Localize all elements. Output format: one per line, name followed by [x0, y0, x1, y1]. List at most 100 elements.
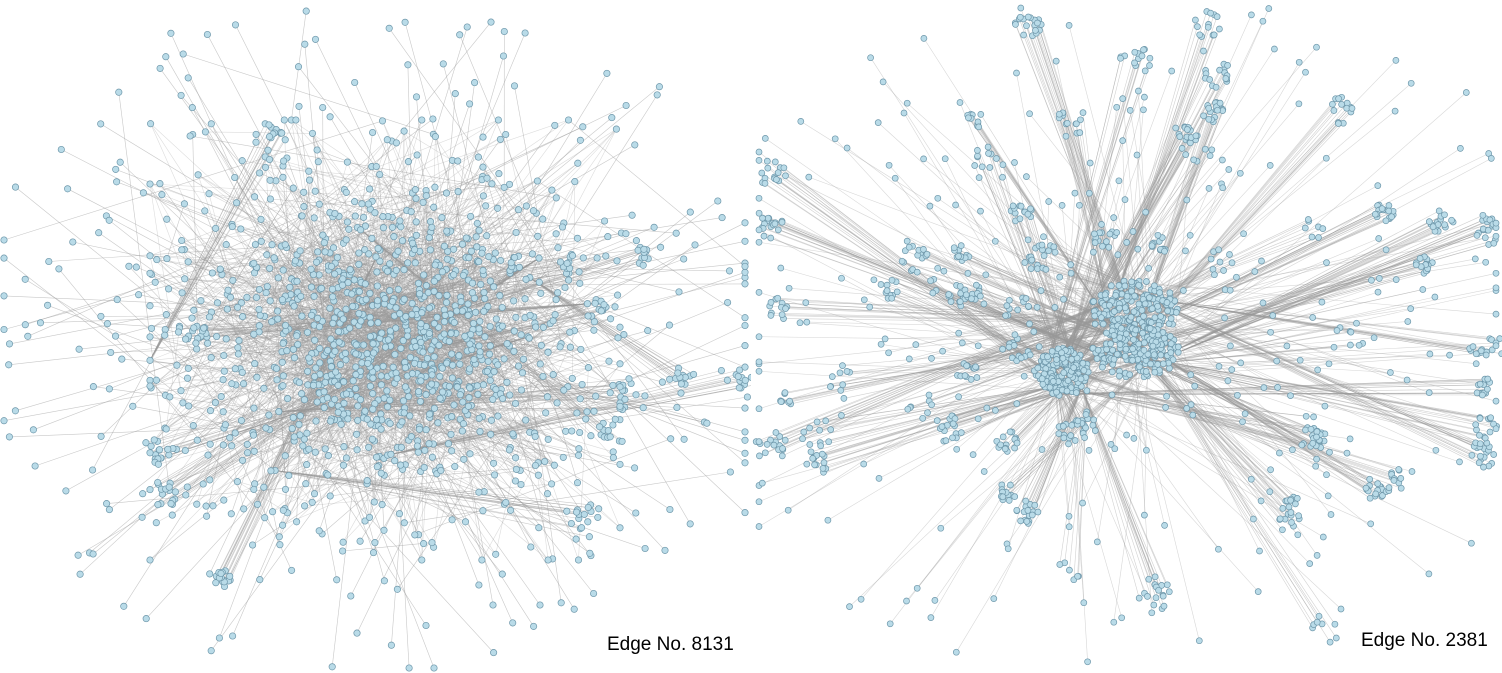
graph-node [278, 296, 286, 304]
graph-node [933, 417, 941, 424]
graph-node [674, 369, 682, 377]
graph-edge [1125, 122, 1344, 352]
graph-edge [1025, 377, 1086, 507]
graph-node [289, 184, 297, 192]
graph-edge [759, 293, 1129, 444]
graph-edge [1055, 75, 1228, 387]
graph-edge [231, 224, 316, 354]
network-graph-left-canvas [0, 7, 751, 672]
graph-node [231, 21, 240, 29]
graph-node [313, 258, 321, 266]
graph-edge [200, 300, 499, 417]
graph-edge [1070, 237, 1097, 351]
graph-edge [1151, 350, 1367, 490]
graph-edge [156, 119, 569, 260]
graph-edge [1047, 356, 1399, 470]
graph-node [532, 323, 540, 331]
graph-edge [170, 394, 427, 484]
graph-node [1034, 508, 1042, 516]
graph-node [1065, 440, 1072, 448]
graph-node [1481, 234, 1489, 242]
graph-edge [1076, 390, 1312, 430]
graph-edge [1076, 390, 1322, 434]
graph-edge [187, 377, 614, 458]
graph-edge [433, 418, 480, 445]
graph-node [409, 239, 417, 247]
graph-node [328, 663, 336, 671]
graph-edge [1055, 70, 1206, 387]
graph-node [363, 350, 371, 358]
graph-edge [1095, 371, 1144, 431]
graph-node [485, 253, 493, 261]
graph-node [339, 461, 348, 469]
graph-edge [1046, 353, 1430, 382]
graph-node [840, 395, 848, 402]
graph-node [393, 374, 401, 383]
graph-node [1160, 602, 1168, 610]
graph-edge [784, 321, 1160, 394]
graph-node [147, 120, 155, 128]
graph-edge [937, 390, 1067, 421]
graph-edge [778, 172, 1067, 387]
graph-node [150, 436, 158, 444]
graph-edge [945, 390, 1067, 441]
graph-edge [1076, 133, 1109, 315]
graph-node [243, 449, 252, 457]
graph-edge [1065, 364, 1293, 451]
graph-node [222, 241, 230, 249]
graph-edge [376, 166, 409, 397]
graph-edge [1135, 355, 1313, 444]
graph-node [154, 501, 162, 509]
graph-node [616, 323, 624, 331]
graph-edge [1044, 49, 1144, 374]
graph-edge [307, 371, 539, 476]
graph-edge [1170, 215, 1442, 353]
graph-edge [1051, 296, 1435, 383]
graph-edge [377, 285, 592, 556]
nodes-left [0, 7, 751, 672]
graph-node [611, 415, 619, 423]
graph-edge [1016, 377, 1086, 511]
graph-edge [142, 427, 267, 494]
graph-node [417, 377, 425, 385]
graph-node [142, 439, 150, 447]
graph-node [371, 539, 379, 547]
graph-edge [288, 208, 498, 476]
graph-node [568, 374, 576, 382]
graph-node [397, 344, 405, 352]
graph-node [261, 514, 269, 522]
graph-edge [369, 517, 494, 653]
graph-node [1287, 496, 1294, 504]
graph-edge [1178, 229, 1489, 353]
graph-node [291, 257, 299, 265]
graph-node [361, 280, 369, 288]
graph-node [300, 203, 308, 211]
graph-node [392, 324, 400, 332]
graph-node [573, 234, 582, 242]
graph-edge [367, 418, 635, 469]
graph-node [266, 176, 274, 184]
graph-edge [1176, 92, 1467, 348]
graph-node [289, 345, 297, 353]
graph-edge [568, 119, 746, 267]
graph-edge [1151, 350, 1368, 490]
graph-node [103, 500, 111, 508]
graph-edge [1057, 379, 1489, 395]
graph-edge [964, 314, 1107, 376]
graph-node [265, 411, 273, 419]
graph-node [604, 233, 612, 241]
graph-node [206, 407, 215, 415]
graph-edge [416, 96, 438, 344]
graph-node [1441, 221, 1448, 229]
graph-node [561, 283, 569, 292]
graph-node [1335, 120, 1342, 127]
graph-edge [1057, 384, 1484, 395]
graph-node [535, 524, 543, 532]
graph-node [450, 401, 458, 409]
graph-node [220, 496, 228, 504]
graph-edge [327, 372, 523, 476]
graph-node [772, 429, 780, 436]
graph-edge [954, 390, 1067, 427]
graph-edge [783, 167, 1067, 387]
graph-edge [1053, 364, 1402, 489]
